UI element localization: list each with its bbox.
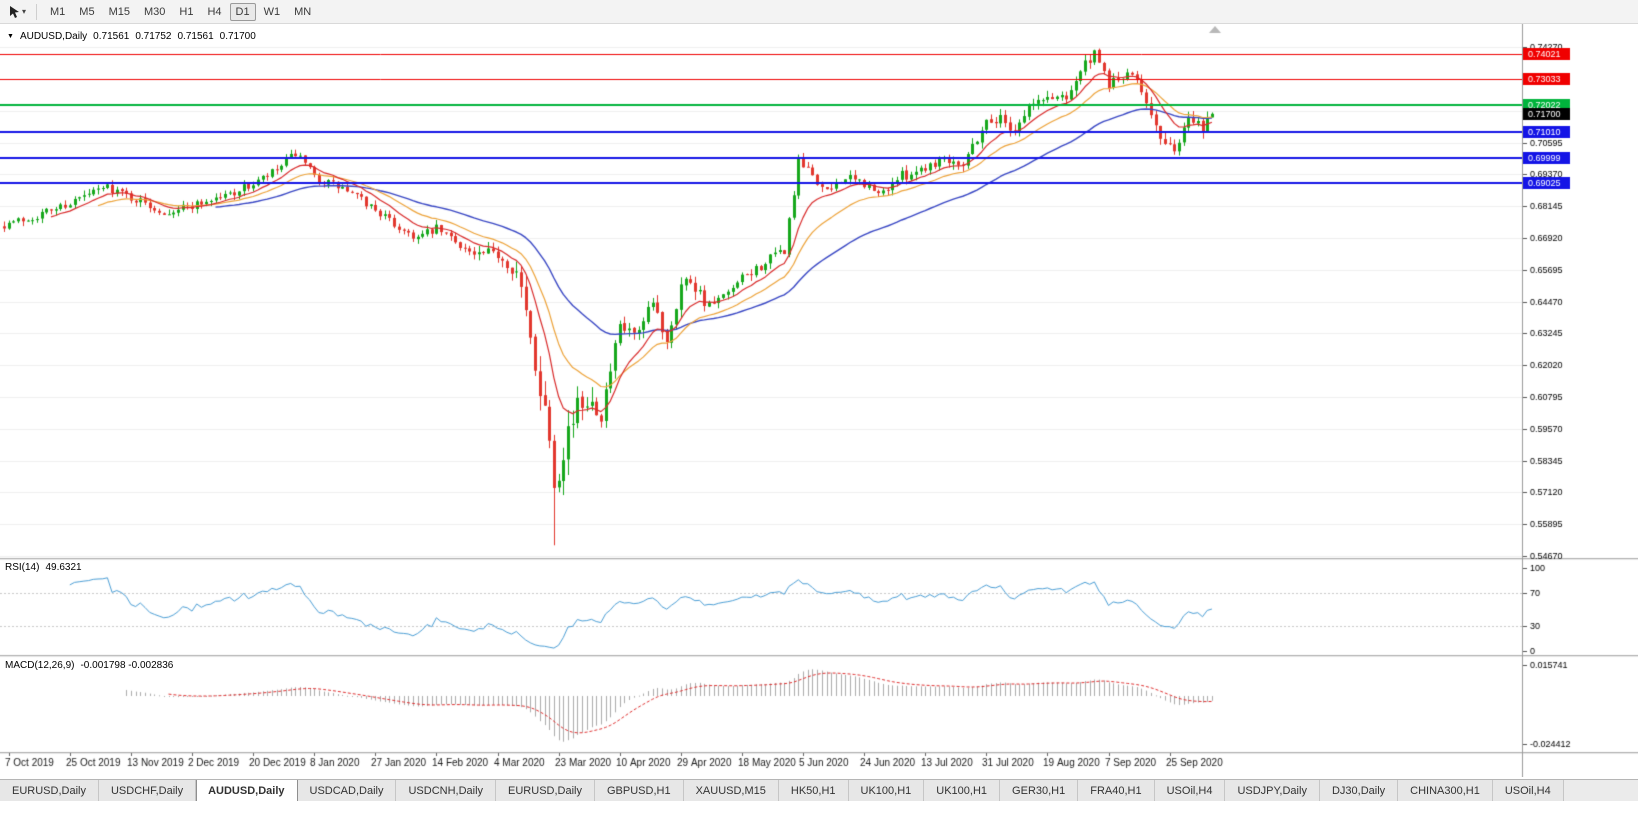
toolbar-separator bbox=[36, 3, 38, 20]
timeframe-button-mn[interactable]: MN bbox=[294, 5, 312, 18]
timeframe-button-group: M1 M5 M15 M30 H1 H4 D1 W1 MN bbox=[44, 2, 317, 21]
chart-tab-china300-h1[interactable]: CHINA300,H1 bbox=[1398, 780, 1493, 801]
rsi-title: RSI(14) bbox=[5, 562, 40, 573]
chart-tab-usdchf-daily[interactable]: USDCHF,Daily bbox=[98, 780, 197, 801]
chart-tab-dj30-daily[interactable]: DJ30,Daily bbox=[1319, 780, 1399, 801]
top-toolbar: ▾ M1 M5 M15 M30 H1 H4 D1 W1 MN bbox=[0, 0, 1638, 24]
chart-tab-gbpusd-h1[interactable]: GBPUSD,H1 bbox=[595, 780, 684, 801]
timeframe-button-m15[interactable]: M15 bbox=[108, 5, 130, 18]
cursor-tool-button[interactable]: ▾ bbox=[6, 3, 29, 21]
chart-tab-eurusd-daily[interactable]: EURUSD,Daily bbox=[496, 780, 595, 801]
timeframe-button-m5[interactable]: M5 bbox=[79, 5, 95, 18]
chart-tab-hk50-h1[interactable]: HK50,H1 bbox=[778, 780, 849, 801]
timeframe-button-m1[interactable]: M1 bbox=[50, 5, 66, 18]
chart-tab-uk100-h1[interactable]: UK100,H1 bbox=[848, 780, 925, 801]
chart-tab-usoil-h4[interactable]: USOil,H4 bbox=[1154, 780, 1226, 801]
ohlc-high: 0.71752 bbox=[135, 31, 172, 42]
chart-tabs-bar: EURUSD,Daily USDCHF,Daily AUDUSD,Daily USDC… bbox=[0, 779, 1638, 801]
rsi-value: 49.6321 bbox=[45, 562, 82, 573]
chart-tab-ger30-h1[interactable]: GER30,H1 bbox=[1000, 780, 1079, 801]
symbol-expand-icon[interactable]: ▼ bbox=[7, 33, 14, 40]
chart-tab-usoil-h4[interactable]: USOil,H4 bbox=[1492, 780, 1564, 801]
ohlc-open: 0.71561 bbox=[93, 31, 130, 42]
macd-indicator-label: MACD(12,26,9) -0.001798 -0.002836 bbox=[5, 660, 173, 671]
timeframe-button-m30[interactable]: M30 bbox=[143, 5, 166, 18]
chart-tab-audusd-daily[interactable]: AUDUSD,Daily bbox=[196, 780, 298, 801]
chart-tab-usdcnh-daily[interactable]: USDCNH,Daily bbox=[396, 780, 497, 801]
timeframe-button-w1[interactable]: W1 bbox=[263, 5, 281, 18]
ohlc-close: 0.71700 bbox=[219, 31, 256, 42]
chart-tab-eurusd-daily[interactable]: EURUSD,Daily bbox=[0, 780, 99, 801]
symbol-label: AUDUSD,Daily bbox=[19, 31, 88, 42]
timeframe-button-h4[interactable]: H4 bbox=[207, 5, 222, 18]
rsi-indicator-label: RSI(14) 49.6321 bbox=[5, 562, 82, 573]
chart-tab-usdcad-daily[interactable]: USDCAD,Daily bbox=[297, 780, 397, 801]
macd-title: MACD(12,26,9) bbox=[5, 660, 75, 671]
cursor-arrow-icon bbox=[10, 5, 19, 18]
price-chart-canvas[interactable] bbox=[0, 24, 1638, 777]
chart-tab-usdjpy-daily[interactable]: USDJPY,Daily bbox=[1225, 780, 1320, 801]
timeframe-button-h1[interactable]: H1 bbox=[179, 5, 194, 18]
ohlc-low: 0.71561 bbox=[177, 31, 214, 42]
timeframe-button-d1[interactable]: D1 bbox=[229, 2, 256, 21]
macd-values: -0.001798 -0.002836 bbox=[80, 660, 174, 671]
dropdown-caret-icon: ▾ bbox=[22, 6, 27, 16]
chart-tab-uk100-h1[interactable]: UK100,H1 bbox=[924, 780, 1001, 801]
chart-tab-xauusd-m15[interactable]: XAUUSD,M15 bbox=[683, 780, 779, 801]
chart-tab-fra40-h1[interactable]: FRA40,H1 bbox=[1078, 780, 1155, 801]
chart-ohlc-header: ▼ AUDUSD,Daily 0.71561 0.71752 0.71561 0… bbox=[7, 31, 256, 42]
